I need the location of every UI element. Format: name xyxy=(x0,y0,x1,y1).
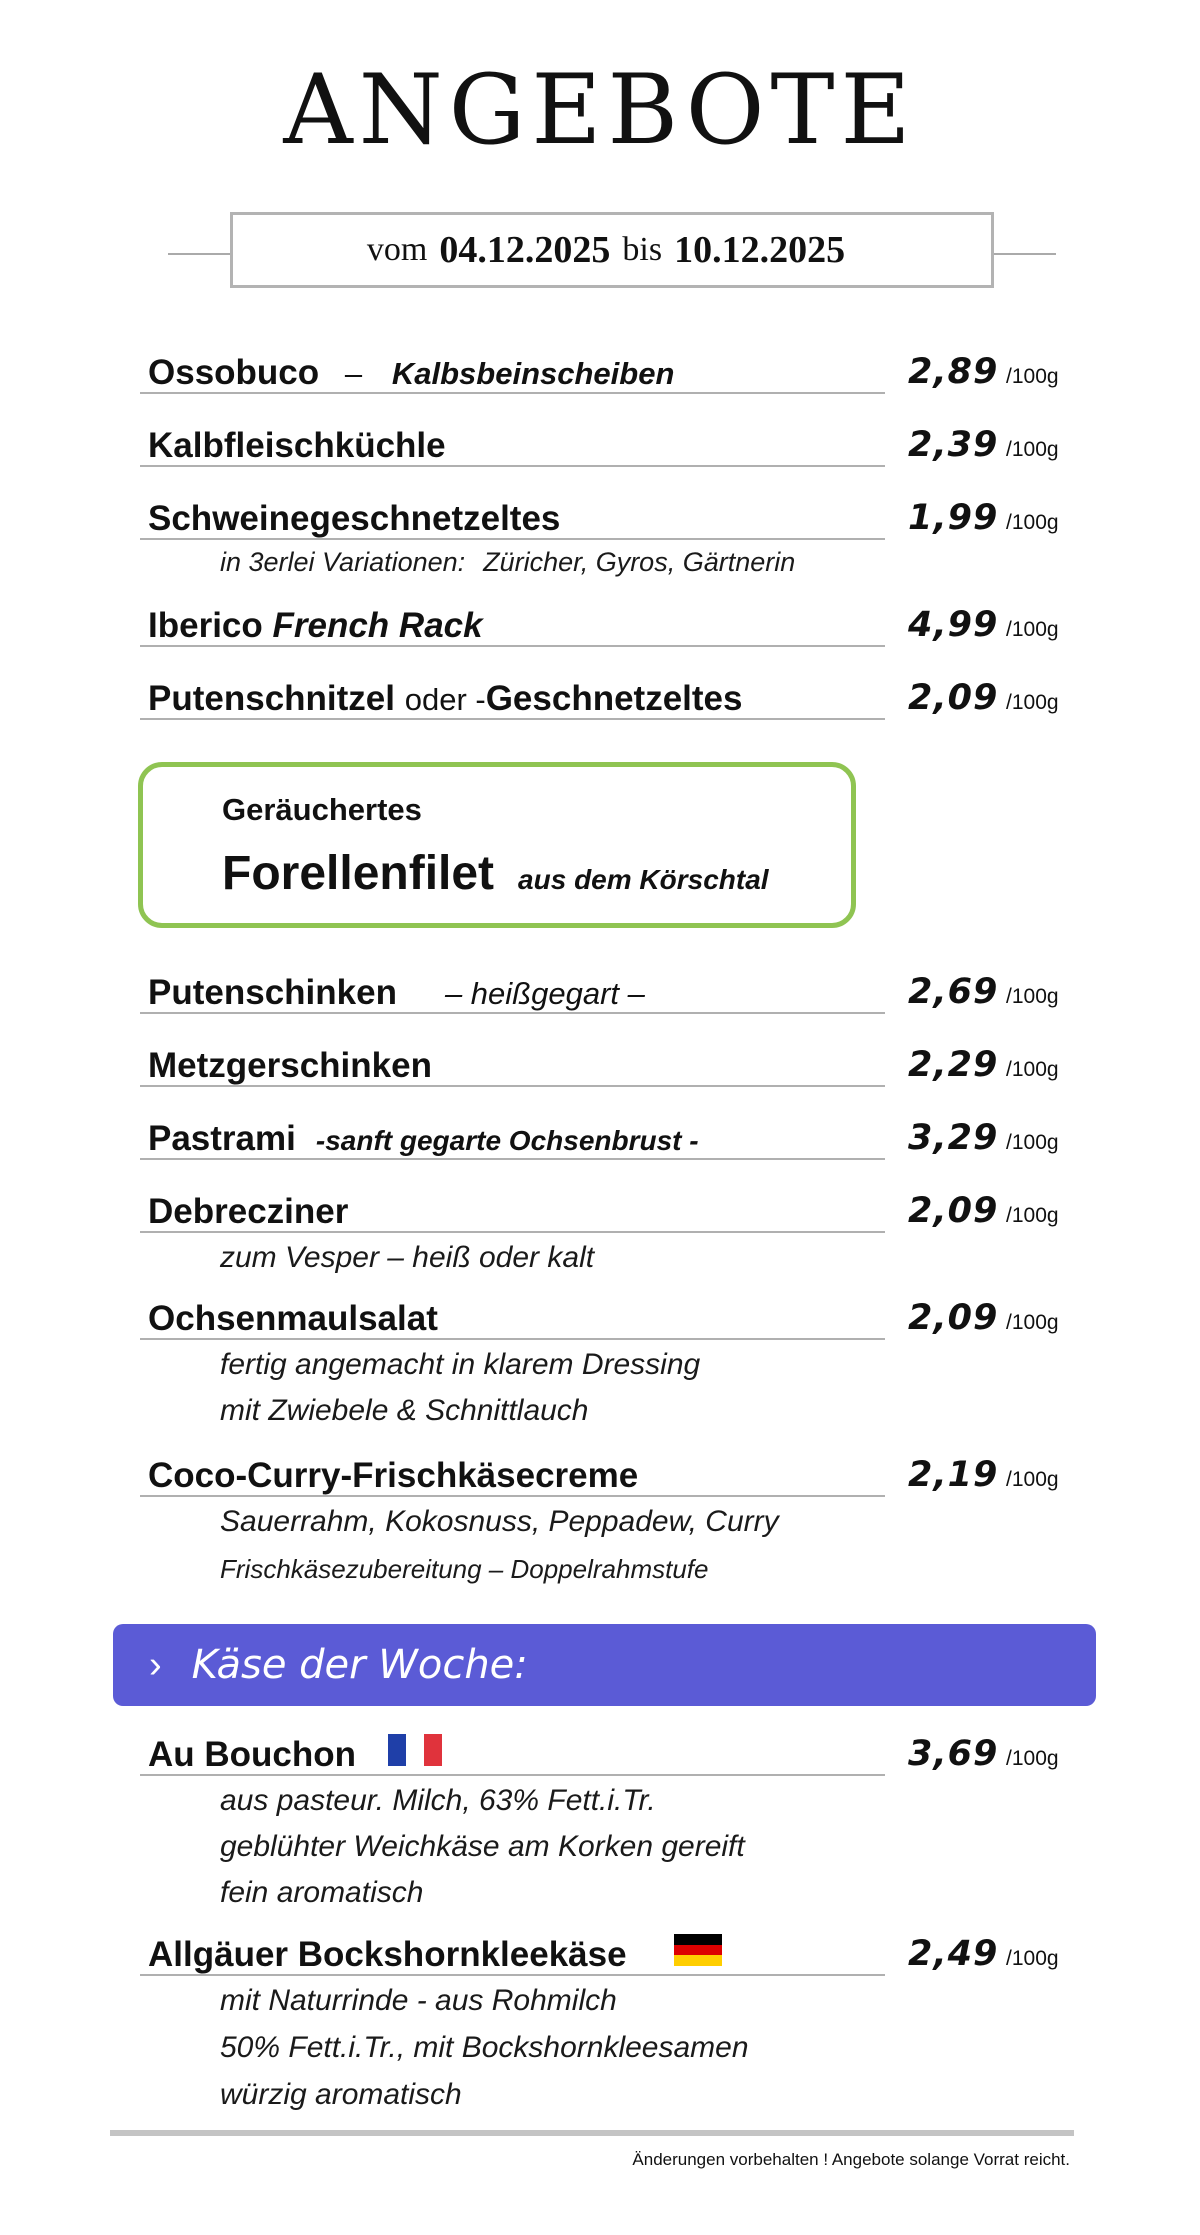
price-putenschinken: 2,69 xyxy=(908,972,999,1012)
special-offer-box xyxy=(138,762,856,928)
cheese-desc: fein aromatisch xyxy=(220,1876,424,1909)
item-divider xyxy=(140,538,885,540)
date-to: 10.12.2025 xyxy=(674,229,846,271)
unit-label: /100g xyxy=(1006,985,1059,1008)
cheese-name-au-bouchon: Au Bouchon xyxy=(148,1735,357,1774)
unit-label: /100g xyxy=(1006,438,1059,461)
germany-flag-icon xyxy=(674,1934,722,1966)
item-divider xyxy=(140,1495,885,1497)
item-name-debrecziner: Debrecziner xyxy=(148,1192,349,1231)
unit-label: /100g xyxy=(1006,511,1059,534)
price-putenschnitzel: 2,09 xyxy=(908,678,999,718)
price-schweinegeschnetzeltes: 1,99 xyxy=(908,498,999,538)
price-iberico: 4,99 xyxy=(908,605,999,645)
price-debrecziner: 2,09 xyxy=(908,1191,999,1231)
unit-label: /100g xyxy=(1006,1204,1059,1227)
item-desc: in 3erlei Variationen: Züricher, Gyros, G… xyxy=(220,547,796,577)
item-divider xyxy=(140,1085,885,1087)
date-to-label: bis xyxy=(622,231,663,268)
footer-divider xyxy=(110,2130,1074,2136)
price-ossobuco: 2,89 xyxy=(908,352,999,392)
date-from-label: vom xyxy=(366,231,428,268)
item-divider xyxy=(140,1158,885,1160)
item-name-putenschinken: Putenschinken – heißgegart – xyxy=(148,973,645,1012)
price-metzgerschinken: 2,29 xyxy=(908,1045,999,1085)
item-name-italic: French Rack xyxy=(272,606,483,645)
unit-label: /100g xyxy=(1006,1747,1059,1770)
footer-note: Änderungen vorbehalten ! Angebote solang… xyxy=(632,2150,1070,2169)
item-divider xyxy=(140,1974,885,1976)
unit-label: /100g xyxy=(1006,618,1059,641)
item-name-iberico: Iberico French Rack xyxy=(148,606,483,645)
item-sub-ossobuco: Kalbsbeinscheiben xyxy=(391,356,675,391)
item-name-kalbfleischkuechle: Kalbfleischküchle xyxy=(148,426,446,465)
item-sub: – heißgegart – xyxy=(444,976,645,1011)
item-divider xyxy=(140,1012,885,1014)
chevron-right-icon: › xyxy=(149,1643,162,1686)
unit-label: /100g xyxy=(1006,1058,1059,1081)
unit-label: /100g xyxy=(1006,1468,1059,1491)
item-desc: zum Vesper – heiß oder kalt xyxy=(220,1241,595,1274)
unit-label: /100g xyxy=(1006,1947,1059,1970)
item-divider xyxy=(140,392,885,394)
unit-label: /100g xyxy=(1006,691,1059,714)
special-line2: Forellenfilet aus dem Körschtal xyxy=(222,847,769,900)
unit-label: /100g xyxy=(1006,365,1059,388)
item-divider xyxy=(140,465,885,467)
price-pastrami: 3,29 xyxy=(908,1118,999,1158)
page-title: ANGEBOTE xyxy=(283,54,917,166)
date-range-box: vom 04.12.2025 bis 10.12.2025 xyxy=(230,212,994,288)
date-from: 04.12.2025 xyxy=(439,229,611,271)
price-coco-curry: 2,19 xyxy=(908,1455,999,1495)
item-name-schweinegeschnetzeltes: Schweinegeschnetzeltes xyxy=(148,499,561,538)
cheese-desc: 50% Fett.i.Tr., mit Bockshornkleesamen xyxy=(220,2031,749,2064)
item-divider xyxy=(140,1774,885,1776)
item-divider xyxy=(140,645,885,647)
special-line2-sub: aus dem Körschtal xyxy=(518,864,769,895)
item-name-second: Geschnetzeltes xyxy=(485,679,743,718)
item-sub: -sanft gegarte Ochsenbrust - xyxy=(315,1125,699,1156)
france-flag-icon xyxy=(388,1734,442,1766)
price-bockshornkleekaese: 2,49 xyxy=(908,1934,999,1974)
cheese-of-week-banner: › Käse der Woche: xyxy=(113,1624,1096,1706)
item-desc: mit Zwiebele & Schnittlauch xyxy=(220,1394,589,1427)
cheese-desc: würzig aromatisch xyxy=(220,2078,462,2111)
item-name-putenschnitzel: Putenschnitzel oder -Geschnetzeltes xyxy=(148,679,743,718)
unit-label: /100g xyxy=(1006,1131,1059,1154)
price-kalbfleischkuechle: 2,39 xyxy=(908,425,999,465)
date-line-right xyxy=(992,253,1056,255)
item-name-metzgerschinken: Metzgerschinken xyxy=(148,1046,432,1085)
item-divider xyxy=(140,718,885,720)
item-name-ochsenmaulsalat: Ochsenmaulsalat xyxy=(148,1299,438,1338)
separator: – xyxy=(344,356,363,391)
price-ochsenmaulsalat: 2,09 xyxy=(908,1298,999,1338)
banner-text: Käse der Woche: xyxy=(191,1642,528,1688)
item-name-mid: oder - xyxy=(404,682,486,717)
cheese-name-bockshornkleekaese: Allgäuer Bockshornkleekäse xyxy=(148,1935,627,1974)
cheese-desc: mit Naturrinde - aus Rohmilch xyxy=(220,1984,617,2017)
item-desc: Frischkäsezubereitung – Doppelrahmstufe xyxy=(220,1554,709,1584)
date-line-left xyxy=(168,253,232,255)
item-name-coco-curry: Coco-Curry-Frischkäsecreme xyxy=(148,1456,639,1495)
special-line1: Geräuchertes xyxy=(222,792,422,827)
item-divider xyxy=(140,1338,885,1340)
item-desc: fertig angemacht in klarem Dressing xyxy=(220,1348,701,1381)
item-divider xyxy=(140,1231,885,1233)
item-name-pastrami: Pastrami -sanft gegarte Ochsenbrust - xyxy=(148,1119,699,1158)
unit-label: /100g xyxy=(1006,1311,1059,1334)
cheese-desc: geblühter Weichkäse am Korken gereift xyxy=(220,1830,745,1863)
price-au-bouchon: 3,69 xyxy=(908,1734,999,1774)
item-name-ossobuco: Ossobuco – Kalbsbeinscheiben xyxy=(148,353,675,392)
item-desc: Sauerrahm, Kokosnuss, Peppadew, Curry xyxy=(220,1505,779,1538)
cheese-desc: aus pasteur. Milch, 63% Fett.i.Tr. xyxy=(220,1784,656,1817)
